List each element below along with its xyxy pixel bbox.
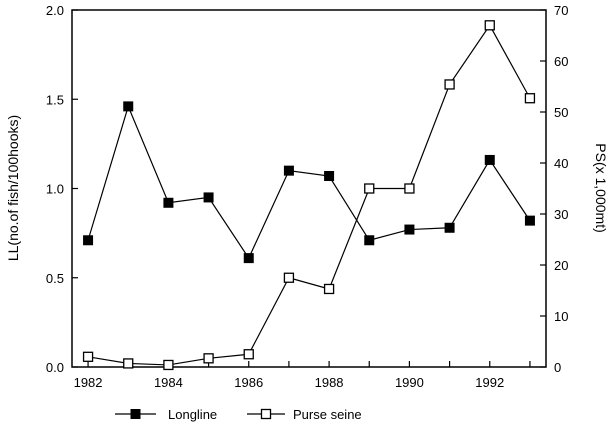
y-right-tick-label: 30 (554, 207, 568, 222)
data-point-longline (283, 165, 294, 176)
data-point-purse-seine (484, 20, 495, 31)
data-point-longline (324, 171, 335, 182)
legend-item-longline: Longline (115, 407, 217, 422)
data-point-longline (404, 224, 415, 235)
x-tick-label: 1992 (475, 375, 504, 390)
y-left-tick-label: 2.0 (46, 3, 64, 18)
y-right-tick-label: 40 (554, 156, 568, 171)
y-left-tick-label: 0.0 (46, 360, 64, 375)
data-point-purse-seine (283, 272, 295, 283)
series-line-longline (87, 104, 531, 260)
legend-label-purse-seine: Purse seine (293, 407, 362, 422)
data-point-longline (83, 235, 94, 246)
y-right-axis-title: PS(x 1,000mt) (593, 143, 609, 232)
y-left-tick-label: 1.0 (46, 182, 64, 197)
data-point-purse-seine (123, 358, 134, 369)
data-point-longline (243, 253, 254, 264)
legend-item-purse-seine: Purse seine (247, 407, 362, 422)
data-point-purse-seine (323, 283, 335, 295)
legend: Longline Purse seine (115, 407, 362, 422)
x-tick-label: 1990 (395, 375, 424, 390)
y-right-axis-ticks: 0 10 20 30 40 50 60 70 (540, 3, 568, 375)
x-tick-label: 1982 (74, 375, 103, 390)
data-point-purse-seine (203, 353, 214, 364)
legend-marker-longline (130, 409, 141, 419)
x-tick-label: 1986 (234, 375, 263, 390)
data-point-purse-seine (404, 183, 415, 194)
legend-marker-purse-seine (260, 408, 272, 420)
data-point-longline (123, 101, 134, 112)
y-left-axis-title: LL(no.of fish/100hooks) (5, 115, 21, 261)
data-point-purse-seine (163, 359, 174, 371)
data-point-longline (484, 154, 495, 165)
y-left-tick-label: 1.5 (46, 92, 64, 107)
x-tick-label: 1988 (315, 375, 344, 390)
data-point-longline (364, 235, 375, 246)
data-point-longline (444, 222, 455, 233)
data-point-longline (163, 197, 174, 208)
y-right-tick-label: 50 (554, 105, 568, 120)
data-point-purse-seine (82, 351, 94, 362)
y-right-tick-label: 20 (554, 258, 568, 273)
series-line-purse-seine (87, 24, 531, 366)
data-point-purse-seine (364, 183, 375, 194)
data-point-longline (524, 215, 535, 226)
y-right-tick-label: 10 (554, 309, 568, 324)
plot-frame (71, 9, 547, 368)
y-right-tick-label: 70 (554, 3, 568, 18)
x-axis-ticks: 1982 1984 1986 1988 1990 1992 (74, 361, 531, 390)
data-point-longline (203, 192, 214, 203)
data-point-purse-seine (524, 93, 536, 104)
y-left-tick-label: 0.5 (46, 271, 64, 286)
y-right-tick-label: 60 (554, 54, 568, 69)
y-right-tick-label: 0 (554, 360, 561, 375)
data-point-purse-seine (243, 349, 254, 360)
series-layer (82, 20, 536, 371)
data-point-purse-seine (444, 79, 455, 90)
y-left-axis-ticks: 0.0 0.5 1.0 1.5 2.0 (46, 3, 78, 375)
x-tick-label: 1984 (154, 375, 183, 390)
legend-label-longline: Longline (168, 407, 217, 422)
